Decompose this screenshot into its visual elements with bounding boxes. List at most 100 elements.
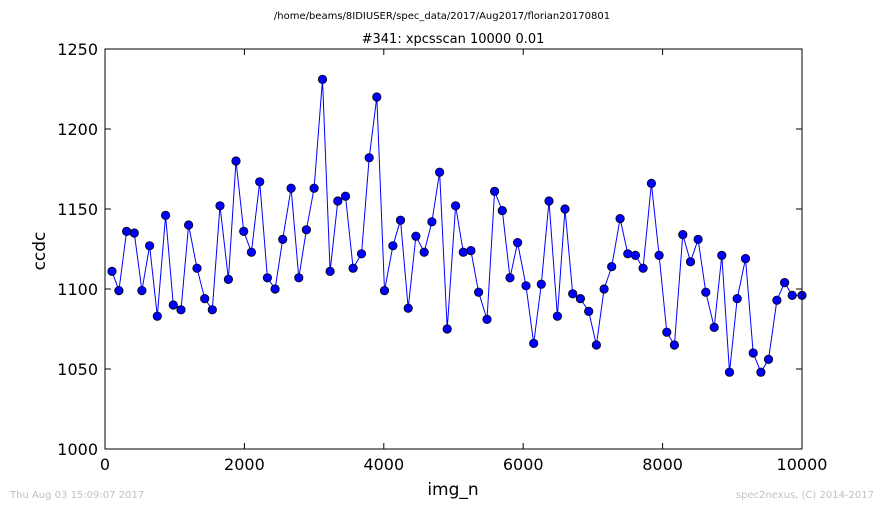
footer-timestamp: Thu Aug 03 15:09:07 2017 (9, 490, 144, 501)
y-axis: 1000 1050 1100 1150 1200 1250 (57, 40, 802, 459)
data-point (623, 249, 633, 259)
x-tick-label: 2000 (224, 455, 265, 474)
data-point (301, 225, 311, 235)
data-point (364, 153, 374, 163)
data-point (246, 247, 256, 257)
data-point (207, 305, 217, 315)
data-point (231, 156, 241, 166)
data-point (575, 293, 586, 304)
data-point (772, 295, 782, 305)
data-point (748, 348, 758, 358)
x-axis: 0 2000 4000 6000 8000 10000 (100, 49, 828, 474)
data-point (568, 289, 578, 299)
data-point (489, 186, 500, 196)
data-point (599, 284, 609, 294)
data-point (325, 266, 335, 276)
plot-frame (104, 48, 803, 450)
data-point (591, 340, 602, 350)
data-point (161, 210, 171, 220)
data-point (309, 183, 319, 193)
data-point (544, 196, 554, 206)
data-point (286, 183, 296, 193)
data-point (107, 266, 117, 276)
data-point (145, 241, 155, 251)
data-point (669, 340, 680, 350)
data-point (662, 327, 672, 337)
data-point (560, 204, 570, 214)
data-point (239, 226, 249, 236)
data-point (732, 293, 742, 304)
data-point (114, 285, 124, 296)
data-point (278, 234, 288, 244)
data-point (395, 215, 406, 225)
data-point (442, 324, 452, 334)
data-point (482, 314, 492, 324)
data-point (255, 177, 265, 187)
series-group (107, 74, 807, 377)
data-point (168, 300, 178, 310)
plot-area (105, 49, 802, 449)
data-point (654, 250, 664, 260)
data-point (262, 273, 272, 283)
data-point (638, 263, 648, 273)
data-point (529, 338, 539, 348)
file-path: /home/beams/8IDIUSER/spec_data/2017/Aug2… (274, 11, 610, 22)
data-point (607, 261, 617, 272)
data-point (427, 217, 437, 227)
data-point (317, 74, 328, 85)
data-point (434, 167, 445, 177)
data-point (646, 178, 657, 188)
chart-title: #341: xpcsscan 10000 0.01 (362, 32, 545, 47)
data-point (176, 305, 186, 315)
x-tick-label: 0 (100, 455, 110, 474)
data-point (473, 287, 484, 297)
x-tick-label: 10000 (777, 455, 828, 474)
data-point (294, 273, 304, 283)
data-point (709, 322, 719, 332)
data-point (200, 293, 210, 304)
data-point (348, 263, 358, 273)
y-tick-label: 1250 (57, 40, 98, 59)
data-point (693, 234, 703, 244)
data-point (521, 281, 531, 291)
data-point (122, 226, 132, 236)
data-point (717, 250, 727, 260)
data-point (685, 257, 696, 267)
data-point (678, 230, 688, 240)
data-point (137, 285, 147, 296)
data-point (192, 263, 202, 273)
data-point (584, 306, 594, 316)
x-axis-label: img_n (427, 480, 478, 500)
y-tick-label: 1000 (57, 440, 98, 459)
data-point (630, 250, 641, 260)
data-point (340, 191, 351, 201)
data-point (333, 196, 343, 206)
data-point (223, 274, 233, 284)
data-point (184, 220, 194, 230)
data-point (466, 246, 476, 256)
y-tick-label: 1050 (57, 360, 98, 379)
x-tick-label: 6000 (503, 455, 544, 474)
data-point (724, 367, 735, 377)
data-point (129, 228, 139, 238)
x-tick-label: 8000 (642, 455, 683, 474)
data-point (270, 284, 280, 294)
data-point (388, 241, 398, 251)
data-point (505, 273, 515, 283)
data-point (552, 311, 563, 321)
data-point (450, 201, 461, 211)
x-tick-label: 4000 (363, 455, 404, 474)
y-tick-label: 1100 (57, 280, 98, 299)
data-point (497, 206, 507, 216)
data-point (763, 354, 774, 364)
data-point (458, 247, 468, 257)
data-point (740, 254, 751, 264)
data-point (779, 277, 790, 288)
data-point (536, 279, 546, 289)
y-axis-label: ccdc (30, 232, 50, 271)
data-point (356, 249, 367, 259)
y-tick-label: 1200 (57, 120, 98, 139)
data-point (512, 238, 523, 248)
y-tick-label: 1150 (57, 200, 98, 219)
